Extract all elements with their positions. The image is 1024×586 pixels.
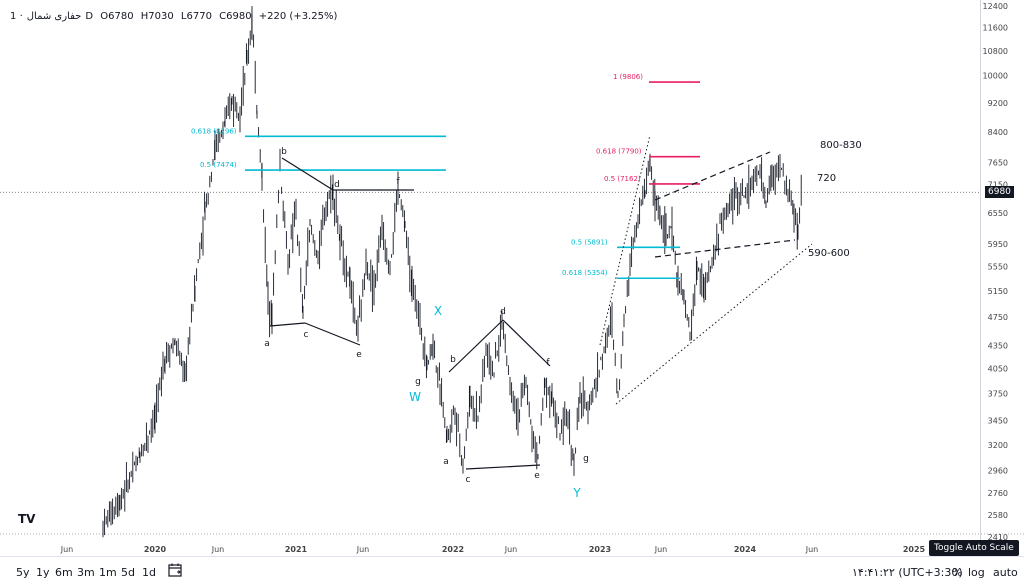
x-tick-label: 2021 (285, 545, 308, 554)
y-tick-label: 5150 (988, 287, 1008, 296)
y-tick-label: 2760 (988, 489, 1008, 498)
legend-close: C6980 (219, 11, 252, 22)
x-tick-label: Jun (504, 545, 518, 554)
y-tick-label: 10000 (983, 72, 1008, 81)
fib-level-label: 0.5 (7162) (604, 175, 641, 183)
y-tick-label: 7650 (988, 159, 1008, 168)
clock-readout[interactable]: ۱۴:۴۱:۲۲ (UTC+3:30) (852, 566, 963, 579)
legend-high: H7030 (140, 11, 174, 22)
wave-label: d (500, 307, 506, 317)
range-5y-button[interactable]: 5y (16, 566, 30, 579)
log-scale-button[interactable]: log (968, 566, 985, 579)
range-1m-button[interactable]: 1m (99, 566, 117, 579)
x-tick-label: Jun (654, 545, 668, 554)
wave-label: X (434, 304, 442, 318)
x-tick-label: 2023 (589, 545, 611, 554)
x-tick-label: 2025 (903, 545, 926, 554)
tradingview-logo-icon[interactable]: TV (18, 512, 36, 526)
y-tick-label: 3450 (988, 417, 1008, 426)
legend-symbol[interactable]: حفاری شمال (26, 11, 82, 22)
x-tick-label: 2020 (144, 545, 167, 554)
wave-line-b2-d2 (448, 319, 504, 373)
wave-label: c (466, 475, 471, 485)
y-tick-label: 8400 (988, 128, 1008, 137)
fib-level-label: 0.618 (7790) (596, 148, 642, 156)
bottom-toolbar: 5y 1y 6m 3m 1m 5d 1d ۱۴:۴۱:۲۲ (UTC+3:30)… (0, 556, 1024, 586)
y-tick-label: 7150 (988, 180, 1008, 189)
y-tick-label: 4750 (988, 313, 1008, 322)
x-tick-label: Jun (60, 545, 74, 554)
y-tick-label: 12400 (983, 2, 1008, 11)
legend-change: +220 (+3.25%) (258, 11, 338, 22)
wave-label: a (443, 457, 449, 467)
range-3m-button[interactable]: 3m (77, 566, 95, 579)
range-1d-button[interactable]: 1d (142, 566, 156, 579)
y-tick-label: 6550 (988, 209, 1008, 218)
x-tick-label: Jun (805, 545, 819, 554)
price-chart[interactable]: 0.618 (8296) 0.5 (7474) 1 (9806) 0.618 (779… (0, 0, 1024, 556)
y-tick-label: 11600 (983, 24, 1008, 33)
fib-level-label: 0.618 (8296) (191, 127, 237, 135)
fib-level-label: 0.5 (5891) (571, 238, 608, 246)
x-tick-label: 2022 (442, 545, 464, 554)
wave-label: e (356, 350, 362, 360)
range-5d-button[interactable]: 5d (121, 566, 135, 579)
trend-dotted-bottom (615, 243, 813, 405)
y-tick-label: 4050 (988, 365, 1008, 374)
target-label: 590-600 (808, 248, 850, 259)
legend-low: L6770 (180, 11, 212, 22)
toggle-auto-scale-tooltip: Toggle Auto Scale (929, 540, 1019, 556)
wave-line-a-c (269, 322, 306, 327)
wave-line-c2-e2 (465, 464, 541, 470)
y-tick-label: 3200 (988, 441, 1008, 450)
wave-label: b (281, 147, 287, 157)
wave-label: a (264, 339, 270, 349)
wave-label: Y (572, 486, 581, 500)
wave-label: W (409, 390, 421, 404)
y-tick-label: 2580 (988, 511, 1008, 520)
last-price-tag: 6980 (985, 186, 1014, 198)
wave-line-b-d (281, 157, 334, 191)
target-label: 800-830 (820, 140, 862, 151)
range-1y-button[interactable]: 1y (36, 566, 50, 579)
channel-lower-dashed (654, 239, 796, 258)
wave-line-d2-f2 (502, 319, 551, 367)
y-tick-label: 10800 (983, 47, 1008, 56)
y-tick-label: 4350 (988, 342, 1008, 351)
y-tick-label: 5950 (988, 240, 1008, 249)
wave-label: g (415, 377, 421, 387)
x-tick-label: 2024 (734, 545, 757, 554)
wave-label: g (583, 454, 589, 464)
calendar-icon[interactable] (168, 563, 182, 577)
wave-label: f (546, 358, 550, 368)
y-tick-label: 2960 (988, 466, 1008, 475)
wave-label: e (534, 471, 540, 481)
fib-level-label: 0.5 (7474) (200, 161, 237, 169)
y-tick-label: 2410 (988, 533, 1008, 542)
wave-label: c (304, 330, 309, 340)
y-tick-label: 5550 (988, 263, 1008, 272)
target-label: 720 (817, 173, 836, 184)
range-6m-button[interactable]: 6m (55, 566, 73, 579)
x-tick-label: Jun (356, 545, 370, 554)
wave-label: b (450, 355, 456, 365)
bottom-separator (0, 556, 1024, 557)
x-tick-label: Jun (211, 545, 225, 554)
wave-label: d (334, 180, 340, 190)
y-tick-label: 9200 (988, 99, 1008, 108)
channel-upper-dashed (654, 151, 771, 201)
price-axis-border (980, 0, 981, 556)
wave-line-c-e (304, 322, 361, 346)
legend-timeframe[interactable]: 1D (10, 11, 94, 22)
fib-level-label: 0.618 (5354) (562, 269, 608, 277)
legend-open: O6780 (100, 11, 134, 22)
wave-label: f (396, 177, 400, 187)
percent-scale-button[interactable]: % (952, 566, 963, 579)
symbol-legend: حفاری شمال· 1D O6780 H7030 L6770 C6980 +… (10, 11, 338, 22)
auto-scale-button[interactable]: auto (993, 566, 1018, 579)
fib-level-label: 1 (9806) (613, 73, 643, 81)
y-tick-label: 3750 (988, 390, 1008, 399)
